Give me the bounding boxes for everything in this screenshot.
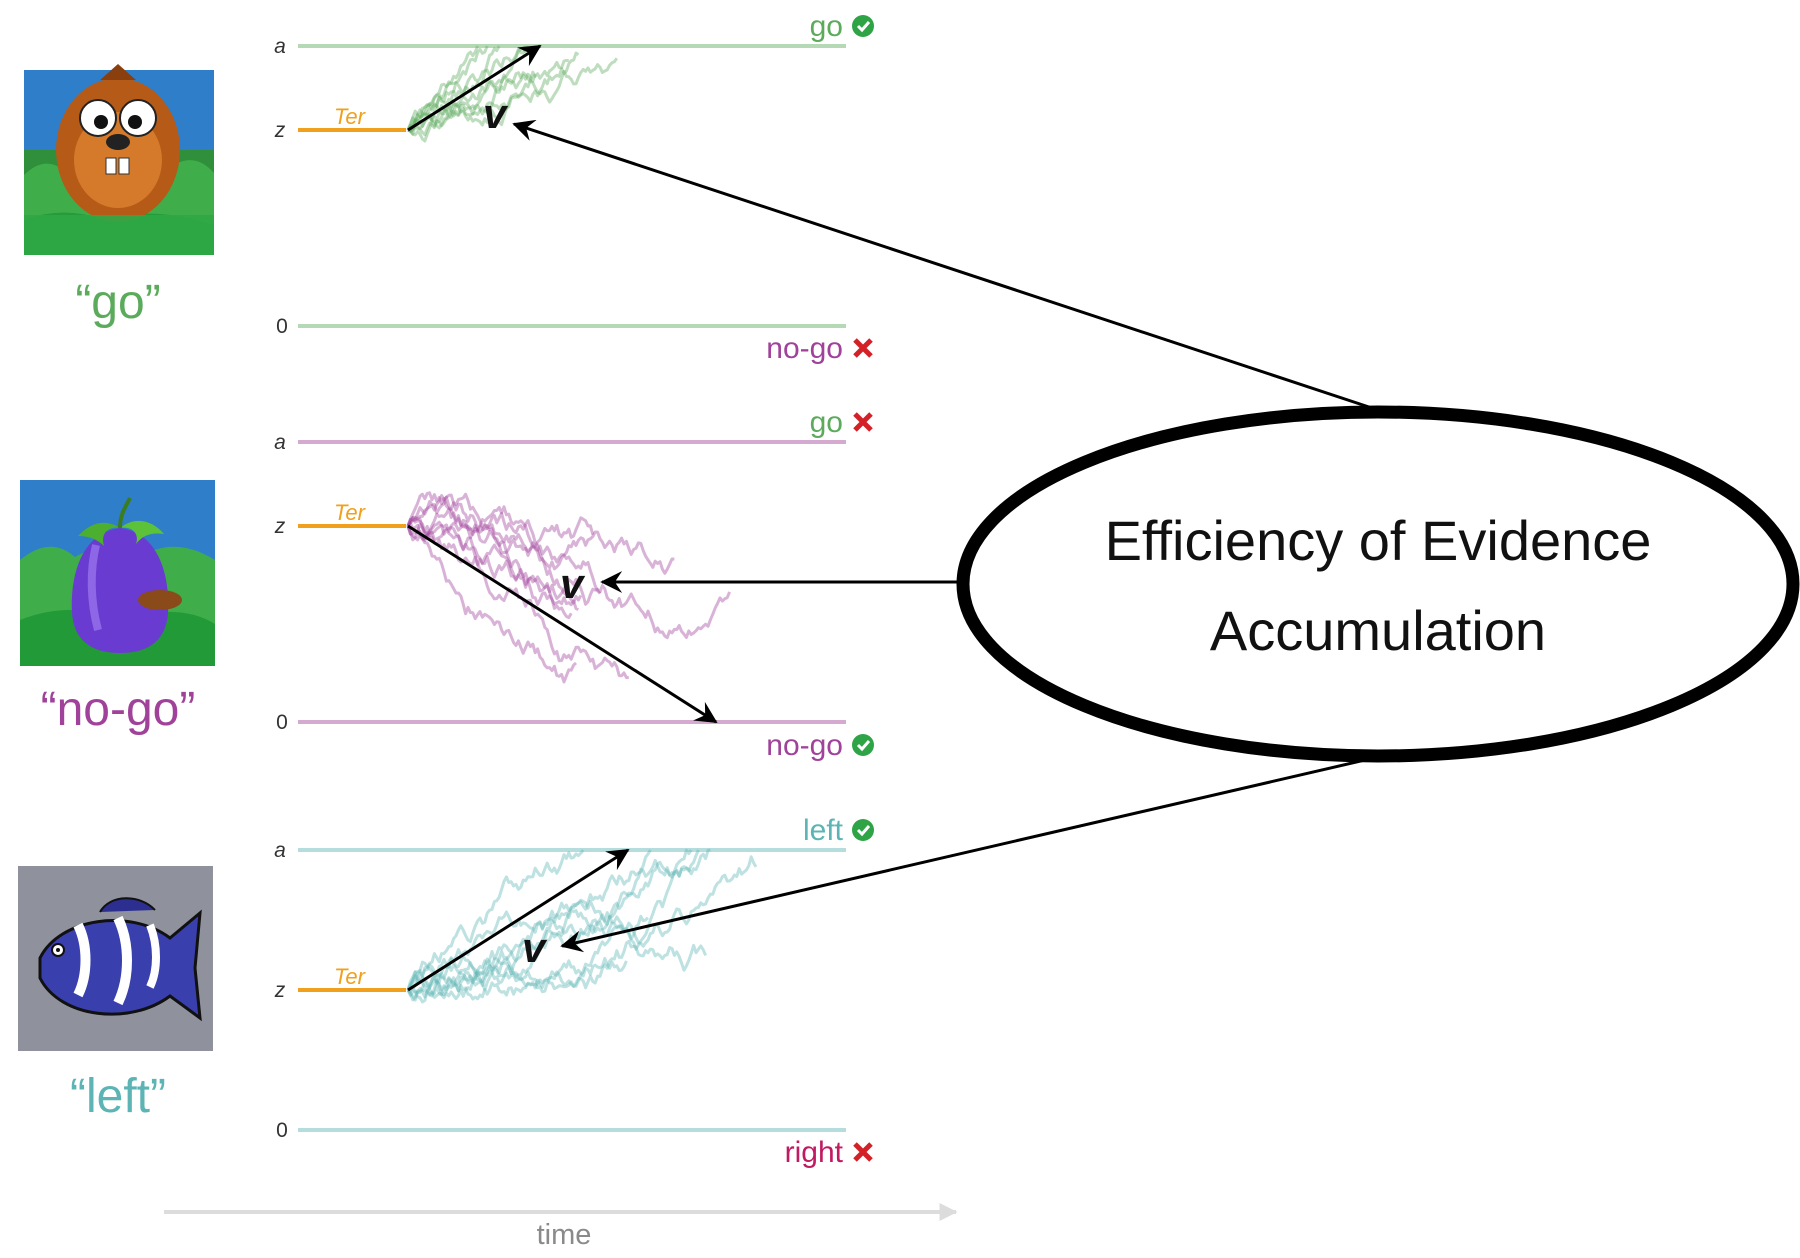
- evidence-trace: [407, 45, 501, 133]
- diffusion-panel-nogo: a z 0 Ter v go no-go: [274, 406, 874, 762]
- influence-arrow-left: [560, 755, 1379, 953]
- evidence-trace: [406, 956, 628, 1001]
- evidence-trace: [406, 848, 711, 1002]
- diffusion-panel-go: a z 0 Ter v go no-go: [274, 10, 874, 365]
- diffusion-panel-left-right: a z 0 Ter v left right: [274, 814, 874, 1169]
- lower-bound-label: no-go: [766, 729, 843, 762]
- axis-label-a: a: [274, 839, 286, 862]
- lower-bound-label: no-go: [766, 332, 843, 365]
- drift-rate-arrow: [407, 44, 542, 132]
- evidence-trace: [407, 72, 537, 143]
- stimulus-label-left: “left”: [70, 1070, 166, 1123]
- check-icon: [852, 15, 874, 37]
- time-axis-label: time: [537, 1219, 592, 1251]
- drift-rate-arrow: [407, 524, 718, 724]
- cross-icon: [853, 412, 873, 432]
- axis-label-a: a: [274, 35, 286, 58]
- evidence-trace: [407, 57, 619, 132]
- concept-label-line2: Accumulation: [1210, 599, 1546, 662]
- evidence-trace: [407, 849, 652, 992]
- evidence-trace: [406, 51, 580, 131]
- evidence-trace: [406, 848, 693, 997]
- evidence-trace: [407, 58, 569, 137]
- evidence-trace: [406, 914, 649, 1002]
- ter-label: Ter: [334, 500, 367, 525]
- lower-bound-label: right: [785, 1136, 844, 1169]
- evidence-trace: [406, 491, 602, 595]
- upper-bound-label: left: [803, 814, 844, 847]
- evidence-trace: [406, 495, 675, 575]
- stimulus-label-go: “go”: [75, 276, 160, 329]
- stimulus-fish-image: [18, 866, 213, 1051]
- axis-label-zero: 0: [276, 1119, 288, 1142]
- ter-label: Ter: [334, 964, 367, 989]
- evidence-trace: [406, 516, 595, 555]
- axis-label-z: z: [274, 515, 286, 538]
- influence-arrow-go: [512, 119, 1379, 412]
- evidence-trace: [406, 45, 479, 132]
- concept-ellipse: [956, 405, 1800, 763]
- axis-label-z: z: [274, 979, 286, 1002]
- check-icon: [852, 819, 874, 841]
- evidence-trace: [406, 939, 707, 996]
- concept-node: Efficiency of Evidence Accumulation: [956, 405, 1800, 763]
- evidence-trace: [406, 493, 583, 605]
- drift-rate-arrow: [407, 848, 630, 992]
- axis-label-zero: 0: [276, 711, 288, 734]
- cross-icon: [853, 1142, 873, 1162]
- stimulus-mole-image: [24, 64, 214, 255]
- evidence-trace: [407, 45, 528, 133]
- walks-go: [406, 45, 619, 143]
- axis-label-z: z: [274, 119, 286, 142]
- evidence-trace: [406, 507, 573, 620]
- check-icon: [852, 734, 874, 756]
- cross-icon: [853, 338, 873, 358]
- evidence-trace: [406, 516, 731, 640]
- evidence-trace: [406, 849, 585, 991]
- evidence-trace: [406, 45, 530, 131]
- stimulus-eggplant-image: [20, 480, 215, 666]
- upper-bound-label: go: [810, 10, 843, 43]
- evidence-trace: [406, 849, 700, 992]
- walks-left-right: [406, 848, 758, 1004]
- evidence-trace: [406, 521, 578, 684]
- evidence-trace: [406, 45, 489, 131]
- axis-label-a: a: [274, 431, 286, 454]
- upper-bound-label: go: [810, 406, 843, 439]
- walks-nogo: [406, 491, 731, 684]
- concept-label-line1: Efficiency of Evidence: [1105, 509, 1652, 572]
- axis-label-zero: 0: [276, 315, 288, 338]
- drift-rate-label: v: [560, 560, 586, 607]
- drift-rate-label: v: [522, 924, 548, 971]
- ter-label: Ter: [334, 104, 367, 129]
- stimulus-label-nogo: “no-go”: [41, 683, 196, 736]
- drift-rate-label: v: [483, 90, 509, 137]
